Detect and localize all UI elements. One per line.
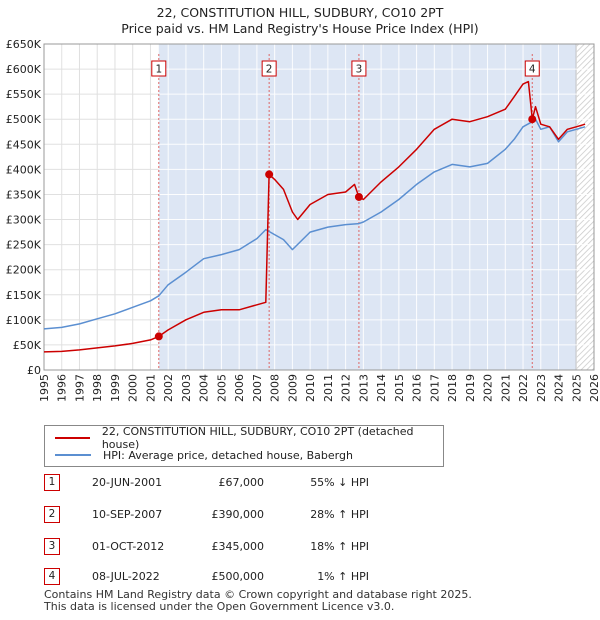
sale-price: £390,000: [211, 508, 265, 521]
y-tick-label: £0: [27, 364, 41, 377]
x-tick-label: 2016: [411, 374, 424, 402]
sale-date: 01-OCT-2012: [92, 540, 165, 553]
x-tick-label: 2011: [322, 374, 335, 402]
sale-label-box: [524, 60, 540, 77]
legend-label-hpi: HPI: Average price, detached house, Babe…: [103, 448, 353, 462]
table-row: 3 01-OCT-2012 £345,000 18% ↑ HPI: [44, 536, 424, 556]
sale-label-text: 4: [529, 64, 536, 76]
x-tick-label: 2013: [357, 374, 370, 402]
x-tick-label: 1995: [38, 374, 51, 402]
sale-number-badge: 1: [44, 474, 60, 491]
legend-item-hpi: HPI: Average price, detached house, Babe…: [55, 448, 353, 462]
y-tick-label: £400K: [6, 163, 42, 176]
x-tick-label: 2022: [517, 374, 530, 402]
legend-label-price: 22, CONSTITUTION HILL, SUDBURY, CO10 2PT…: [101, 425, 414, 451]
sale-price: £67,000: [218, 476, 265, 489]
y-tick-label: £200K: [6, 264, 42, 277]
sale-price: £500,000: [211, 570, 265, 583]
x-tick-label: 2008: [269, 374, 282, 402]
sale-date: 08-JUL-2022: [92, 570, 160, 583]
x-tick-label: 2002: [162, 374, 175, 402]
x-tick-label: 2018: [446, 374, 459, 402]
chart-title: 22, CONSTITUTION HILL, SUDBURY, CO10 2PT: [156, 5, 444, 20]
x-tick-label: 2014: [375, 374, 388, 402]
x-tick-label: 2015: [393, 374, 406, 402]
sale-price: £345,000: [211, 540, 265, 553]
sale-hpi-diff: 1% ↑ HPI: [317, 570, 369, 583]
x-tick-label: 1996: [56, 374, 69, 402]
x-tick-label: 2023: [535, 374, 548, 402]
footer-line-1: Contains HM Land Registry data © Crown c…: [44, 588, 472, 601]
y-tick-label: £600K: [6, 63, 42, 76]
sale-label-box: [351, 60, 367, 77]
footer-line-2: This data is licensed under the Open Gov…: [44, 600, 395, 613]
table-row: 4 08-JUL-2022 £500,000 1% ↑ HPI: [44, 566, 424, 586]
x-tick-label: 2009: [286, 374, 299, 402]
sale-number-badge: 2: [44, 506, 60, 523]
sale-label-text: 1: [155, 64, 162, 76]
x-tick-label: 2004: [198, 374, 211, 402]
sale-label-box: [151, 60, 167, 77]
sale-point: [154, 332, 163, 341]
legend-swatch-price: [55, 437, 90, 439]
x-tick-label: 2017: [428, 374, 441, 402]
x-tick-label: 2025: [570, 374, 583, 402]
chart-subtitle: Price paid vs. HM Land Registry's House …: [121, 21, 479, 36]
x-tick-label: 1997: [73, 374, 86, 402]
sale-point: [354, 192, 363, 201]
y-tick-label: £300K: [6, 214, 42, 227]
y-tick-label: £450K: [6, 138, 42, 151]
sale-label-text: 2: [266, 64, 273, 76]
y-tick-label: £100K: [6, 314, 42, 327]
x-tick-label: 2024: [553, 374, 566, 402]
legend-item-price: 22, CONSTITUTION HILL, SUDBURY, CO10 2PT…: [55, 425, 443, 451]
y-tick-label: £250K: [6, 239, 42, 252]
sale-date: 10-SEP-2007: [92, 508, 163, 521]
y-tick-label: £350K: [6, 188, 42, 201]
y-tick-label: £500K: [6, 113, 42, 126]
x-tick-label: 2006: [233, 374, 246, 402]
y-tick-label: £650K: [6, 38, 42, 51]
sale-date: 20-JUN-2001: [92, 476, 163, 489]
sale-number-badge: 4: [44, 568, 60, 585]
table-row: 2 10-SEP-2007 £390,000 28% ↑ HPI: [44, 504, 424, 524]
x-tick-label: 2001: [144, 374, 157, 402]
sale-hpi-diff: 28% ↑ HPI: [310, 508, 369, 521]
legend-swatch-hpi: [55, 454, 91, 456]
sale-label-text: 3: [356, 64, 363, 76]
hatched-future-region: [576, 44, 594, 370]
x-tick-label: 2019: [464, 374, 477, 402]
y-tick-label: £150K: [6, 289, 42, 302]
sale-point: [528, 115, 537, 124]
footer-attribution: Contains HM Land Registry data © Crown c…: [44, 589, 472, 613]
y-tick-label: £50K: [13, 339, 42, 352]
x-tick-label: 2005: [215, 374, 228, 402]
y-tick-label: £550K: [6, 88, 42, 101]
x-tick-label: 2010: [304, 374, 317, 402]
x-tick-label: 2026: [588, 374, 600, 402]
x-tick-label: 2000: [127, 374, 140, 402]
sale-point: [265, 170, 274, 179]
sale-hpi-diff: 55% ↓ HPI: [310, 476, 369, 489]
price-chart: 1 2 3 4 £0 £50K £100K £150K £200K £250K £300K £350K…: [6, 38, 600, 402]
chart-legend: 22, CONSTITUTION HILL, SUDBURY, CO10 2PT…: [44, 425, 444, 467]
x-tick-label: 1998: [91, 374, 104, 402]
x-tick-label: 1999: [109, 374, 122, 402]
table-row: 1 20-JUN-2001 £67,000 55% ↓ HPI: [44, 472, 424, 492]
sale-label-box: [261, 60, 277, 77]
plot-frame: [43, 43, 595, 371]
x-tick-label: 2007: [251, 374, 264, 402]
x-tick-label: 2012: [340, 374, 353, 402]
x-tick-label: 2020: [482, 374, 495, 402]
sale-hpi-diff: 18% ↑ HPI: [310, 540, 369, 553]
sale-number-badge: 3: [44, 538, 60, 555]
x-tick-label: 2021: [499, 374, 512, 402]
shaded-ownership-span: [158, 44, 577, 370]
x-tick-label: 2003: [180, 374, 193, 402]
